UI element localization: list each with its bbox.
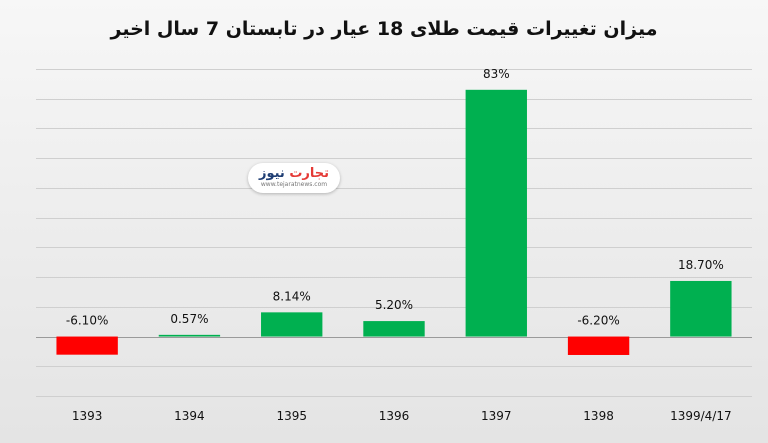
grid-lines <box>36 69 752 397</box>
data-label: 18.70% <box>678 258 724 272</box>
bar-1394 <box>158 334 221 337</box>
data-label: 5.20% <box>375 298 413 312</box>
bar-1399-4-17 <box>670 280 732 337</box>
chart-title: میزان تغییرات قیمت طلای 18 عیار در تابست… <box>110 18 658 40</box>
data-label: -6.10% <box>66 314 108 328</box>
bar-1395 <box>261 312 323 337</box>
watermark-url: www.tejaratnews.com <box>260 181 328 188</box>
bars <box>56 89 732 355</box>
x-tick-labels: 1393 1394 1395 1396 1397 1398 1399/4/17 <box>72 409 732 423</box>
x-tick-label: 1395 <box>276 409 307 423</box>
watermark-logo: تجارت نیوز www.tejaratnews.com <box>248 163 340 193</box>
data-label: -6.20% <box>577 314 619 328</box>
x-tick-label: 1396 <box>379 409 410 423</box>
bar-1398 <box>567 336 630 355</box>
x-tick-label: 1399/4/17 <box>670 409 732 423</box>
x-tick-label: 1398 <box>583 409 614 423</box>
x-tick-label: 1394 <box>174 409 205 423</box>
data-label: 8.14% <box>273 289 311 303</box>
data-label: 0.57% <box>170 312 208 326</box>
bar-1397 <box>465 89 527 337</box>
watermark-name-part1: تجارت <box>289 166 330 181</box>
bar-1396 <box>363 321 425 337</box>
x-tick-label: 1393 <box>72 409 103 423</box>
data-labels: -6.10% 0.57% 8.14% 5.20% 83% -6.20% 18.70% <box>66 67 724 328</box>
data-label: 83% <box>483 67 510 81</box>
watermark-name: تجارت نیوز <box>248 166 340 181</box>
x-tick-label: 1397 <box>481 409 512 423</box>
bar-1393 <box>56 336 118 355</box>
watermark-name-part2: نیوز <box>258 166 285 181</box>
